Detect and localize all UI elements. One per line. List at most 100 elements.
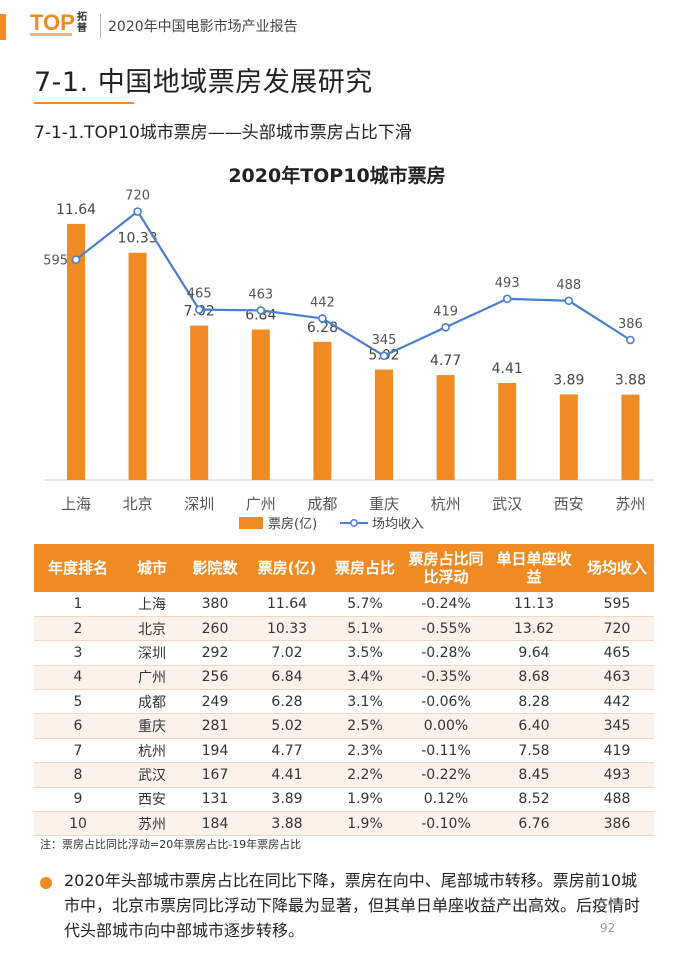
bar-label-10: 3.88: [615, 373, 646, 389]
table-cell: -0.55%: [404, 616, 488, 642]
table-cell: -0.35%: [404, 665, 488, 691]
line-point-4: [256, 306, 266, 315]
category-label-8: 武汉: [492, 495, 522, 513]
table-cell: 11.64: [248, 592, 326, 617]
table-cell: 0.12%: [404, 787, 488, 813]
table-cell: -0.06%: [404, 689, 488, 715]
line-point-2: [133, 207, 142, 216]
table-cell: -0.22%: [404, 762, 488, 788]
table-cell: 上海: [122, 592, 182, 617]
table-cell: 2: [34, 616, 122, 642]
table-cell: 595: [580, 592, 654, 617]
table-cell: 北京: [122, 616, 182, 642]
line-point-10: [626, 335, 635, 345]
line-label-9: 488: [556, 278, 581, 293]
bullet-icon: [40, 877, 52, 889]
table-cell: 4.77: [248, 738, 326, 764]
table-cell: 9.64: [488, 640, 580, 666]
table-cell: 720: [580, 616, 654, 642]
category-label-2: 北京: [123, 495, 153, 513]
table-row: 1 上海 380 11.64 5.7% -0.24% 11.13 595: [34, 592, 654, 617]
line-point-7: [441, 323, 450, 332]
table-cell: 386: [580, 811, 654, 837]
table-header-cell: 城市: [122, 544, 182, 592]
line-point-1: [71, 255, 81, 264]
table-cell: 8.68: [488, 665, 580, 691]
category-label-3: 深圳: [184, 495, 214, 513]
table-header-cell: 票房占比: [326, 544, 404, 592]
line-point-9: [564, 296, 574, 306]
line-label-3: 465: [187, 287, 212, 302]
category-label-5: 成都: [307, 495, 337, 513]
bar-4: [251, 329, 270, 480]
table-row: 9 西安 131 3.89 1.9% 0.12% 8.52 488: [34, 787, 654, 813]
header-divider: [100, 14, 101, 38]
bar-9: [559, 394, 578, 480]
table-cell: -0.11%: [404, 738, 488, 764]
table-cell: 8.45: [488, 762, 580, 788]
legend-line-marker: [350, 519, 358, 527]
brand-logo: TOP: [30, 10, 75, 35]
category-label-10: 苏州: [615, 495, 645, 513]
line-point-8: [502, 294, 512, 304]
section-title: 7-1. 中国地域票房发展研究: [34, 67, 373, 98]
table-cell: 3: [34, 640, 122, 666]
box-office-chart: 2020年TOP10城市票房11.64上海10.33北京7.02深圳6.84广州…: [34, 150, 660, 540]
table-cell: -0.10%: [404, 811, 488, 837]
table-cell: 281: [182, 713, 248, 739]
table-cell: 1.9%: [326, 811, 404, 837]
table-cell: 杭州: [122, 738, 182, 764]
table-cell: 131: [182, 787, 248, 813]
table-header-cell: 场均收入: [580, 544, 654, 592]
line-point-6: [379, 351, 389, 361]
table-cell: 9: [34, 787, 122, 813]
table-cell: 8: [34, 762, 122, 788]
table-cell: 184: [182, 811, 248, 837]
table-cell: 2.3%: [326, 738, 404, 764]
table-cell: 2.5%: [326, 713, 404, 739]
section-rule: [34, 102, 134, 104]
table-cell: 4: [34, 665, 122, 691]
table-cell: -0.24%: [404, 592, 488, 617]
table-cell: 6.84: [248, 665, 326, 691]
table-row: 8 武汉 167 4.41 2.2% -0.22% 8.45 493: [34, 762, 654, 788]
table-cell: 5.7%: [326, 592, 404, 617]
table-cell: 7.58: [488, 738, 580, 764]
table-cell: 13.62: [488, 616, 580, 642]
table-cell: 深圳: [122, 640, 182, 666]
line-label-6: 345: [372, 333, 397, 348]
table-row: 5 成都 249 6.28 3.1% -0.06% 8.28 442: [34, 689, 654, 715]
table-cell: 493: [580, 762, 654, 788]
table-cell: 3.1%: [326, 689, 404, 715]
table-cell: 442: [580, 689, 654, 715]
table-cell: 167: [182, 762, 248, 788]
category-label-1: 上海: [61, 495, 91, 513]
summary-paragraph: 2020年头部城市票房占比在同比下降，票房在向中、尾部城市转移。票房前10城市中…: [64, 871, 641, 940]
table-cell: 成都: [122, 689, 182, 715]
avg-income-line: [75, 209, 631, 358]
table-cell: 3.4%: [326, 665, 404, 691]
table-cell: 10.33: [248, 616, 326, 642]
table-row: 4 广州 256 6.84 3.4% -0.35% 8.68 463: [34, 665, 654, 691]
table-cell: 6.28: [248, 689, 326, 715]
bar-label-8: 4.41: [492, 361, 523, 377]
line-label-5: 442: [310, 295, 335, 310]
table-cell: 5.1%: [326, 616, 404, 642]
header-accent-bar: [0, 14, 6, 40]
bar-1: [67, 223, 85, 481]
table-header-cell: 单日单座收益: [488, 544, 580, 592]
table-header-cell: 年度排名: [34, 544, 122, 592]
table-cell: 465: [580, 640, 654, 666]
bar-7: [436, 375, 455, 480]
table-cell: 3.88: [248, 811, 326, 837]
table-cell: 3.89: [248, 787, 326, 813]
table-cell: 345: [580, 713, 654, 739]
table-cell: 6.76: [488, 811, 580, 837]
bar-6: [375, 369, 393, 480]
table-cell: 7.02: [248, 640, 326, 666]
line-label-7: 419: [433, 304, 458, 319]
bar-label-2: 10.33: [118, 231, 158, 247]
table-cell: 6: [34, 713, 122, 739]
table-cell: 6.40: [488, 713, 580, 739]
line-label-1: 595: [43, 254, 68, 269]
